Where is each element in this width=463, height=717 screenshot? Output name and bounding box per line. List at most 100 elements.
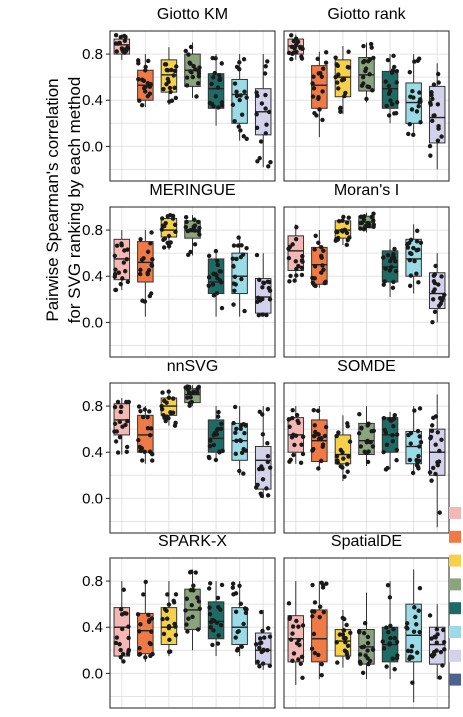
data-point bbox=[334, 433, 339, 439]
data-point bbox=[358, 444, 364, 449]
data-point bbox=[289, 56, 294, 62]
legend-key-7 bbox=[449, 649, 461, 662]
data-point bbox=[321, 248, 326, 253]
data-point bbox=[113, 32, 119, 38]
data-point bbox=[429, 90, 434, 95]
data-point bbox=[365, 423, 370, 428]
data-point bbox=[195, 390, 200, 395]
data-point bbox=[254, 112, 259, 117]
data-point bbox=[215, 262, 220, 268]
data-point bbox=[315, 408, 321, 413]
box-5 bbox=[206, 581, 225, 657]
data-point bbox=[212, 70, 218, 76]
data-point bbox=[407, 250, 413, 256]
data-point bbox=[191, 63, 196, 69]
data-point bbox=[215, 426, 220, 432]
data-point bbox=[320, 89, 325, 94]
data-point bbox=[183, 385, 188, 390]
data-point bbox=[265, 59, 270, 64]
panel-3: MERINGUE 0.0 0.4 0.8 bbox=[82, 182, 276, 358]
panel-2: Giotto rank bbox=[283, 6, 450, 182]
data-point bbox=[356, 431, 362, 436]
data-point bbox=[173, 592, 179, 597]
data-point bbox=[188, 249, 193, 255]
data-point bbox=[197, 232, 202, 237]
data-point bbox=[370, 88, 375, 93]
data-point bbox=[256, 313, 261, 318]
data-point bbox=[147, 409, 152, 414]
data-point bbox=[359, 214, 364, 220]
data-point bbox=[312, 600, 318, 605]
data-point bbox=[296, 624, 301, 629]
data-point bbox=[145, 249, 151, 255]
data-point bbox=[414, 622, 419, 627]
data-point bbox=[321, 267, 326, 272]
data-point bbox=[166, 389, 171, 394]
data-point bbox=[437, 448, 442, 454]
box-5 bbox=[381, 239, 399, 297]
data-point bbox=[196, 71, 202, 76]
data-point bbox=[415, 464, 421, 470]
data-point bbox=[160, 390, 165, 395]
data-point bbox=[310, 275, 315, 281]
data-point bbox=[257, 409, 263, 414]
data-point bbox=[292, 278, 297, 283]
data-point bbox=[407, 283, 413, 289]
data-point bbox=[264, 312, 269, 318]
box-3 bbox=[160, 47, 179, 105]
y-tick-label: 0.8 bbox=[82, 46, 103, 63]
data-point bbox=[212, 431, 218, 436]
data-point bbox=[211, 271, 216, 277]
data-point bbox=[260, 296, 265, 302]
data-point bbox=[149, 629, 154, 634]
data-point bbox=[313, 429, 318, 435]
data-point bbox=[164, 67, 170, 73]
data-point bbox=[391, 255, 396, 260]
data-point bbox=[320, 117, 325, 123]
data-point bbox=[206, 586, 212, 591]
box-7 bbox=[253, 609, 273, 670]
data-point bbox=[259, 101, 265, 106]
data-point bbox=[143, 68, 148, 73]
data-point bbox=[366, 439, 371, 444]
data-point bbox=[394, 458, 399, 463]
data-point bbox=[148, 653, 153, 659]
data-point bbox=[207, 605, 212, 610]
data-point bbox=[391, 53, 396, 59]
data-point bbox=[189, 399, 194, 405]
data-point bbox=[255, 159, 260, 164]
data-point bbox=[335, 459, 340, 464]
data-point bbox=[414, 248, 419, 253]
data-point bbox=[290, 407, 295, 413]
data-point bbox=[429, 653, 434, 658]
data-point bbox=[118, 647, 123, 653]
data-point bbox=[258, 491, 263, 496]
data-point bbox=[123, 34, 128, 40]
data-point bbox=[323, 50, 329, 55]
data-point bbox=[340, 632, 346, 637]
data-point bbox=[299, 54, 304, 59]
data-point bbox=[171, 73, 176, 78]
y-tick-label: 0.0 bbox=[82, 138, 103, 155]
data-point bbox=[257, 664, 262, 669]
data-point bbox=[310, 582, 315, 588]
data-point bbox=[265, 406, 271, 412]
data-point bbox=[150, 452, 155, 457]
box-7 bbox=[428, 253, 447, 325]
data-point bbox=[293, 259, 298, 264]
data-point bbox=[255, 482, 260, 487]
panel-4: Moran's I bbox=[283, 182, 450, 358]
box-6 bbox=[230, 581, 249, 657]
data-point bbox=[345, 64, 351, 70]
data-point bbox=[121, 260, 127, 265]
data-point bbox=[215, 85, 221, 90]
data-point bbox=[126, 647, 132, 653]
data-point bbox=[381, 646, 387, 651]
data-point bbox=[210, 642, 215, 648]
data-point bbox=[113, 267, 118, 272]
data-point bbox=[238, 426, 243, 432]
data-point bbox=[210, 617, 215, 623]
data-point bbox=[411, 245, 416, 251]
box-2 bbox=[136, 404, 155, 464]
data-point bbox=[231, 302, 236, 307]
